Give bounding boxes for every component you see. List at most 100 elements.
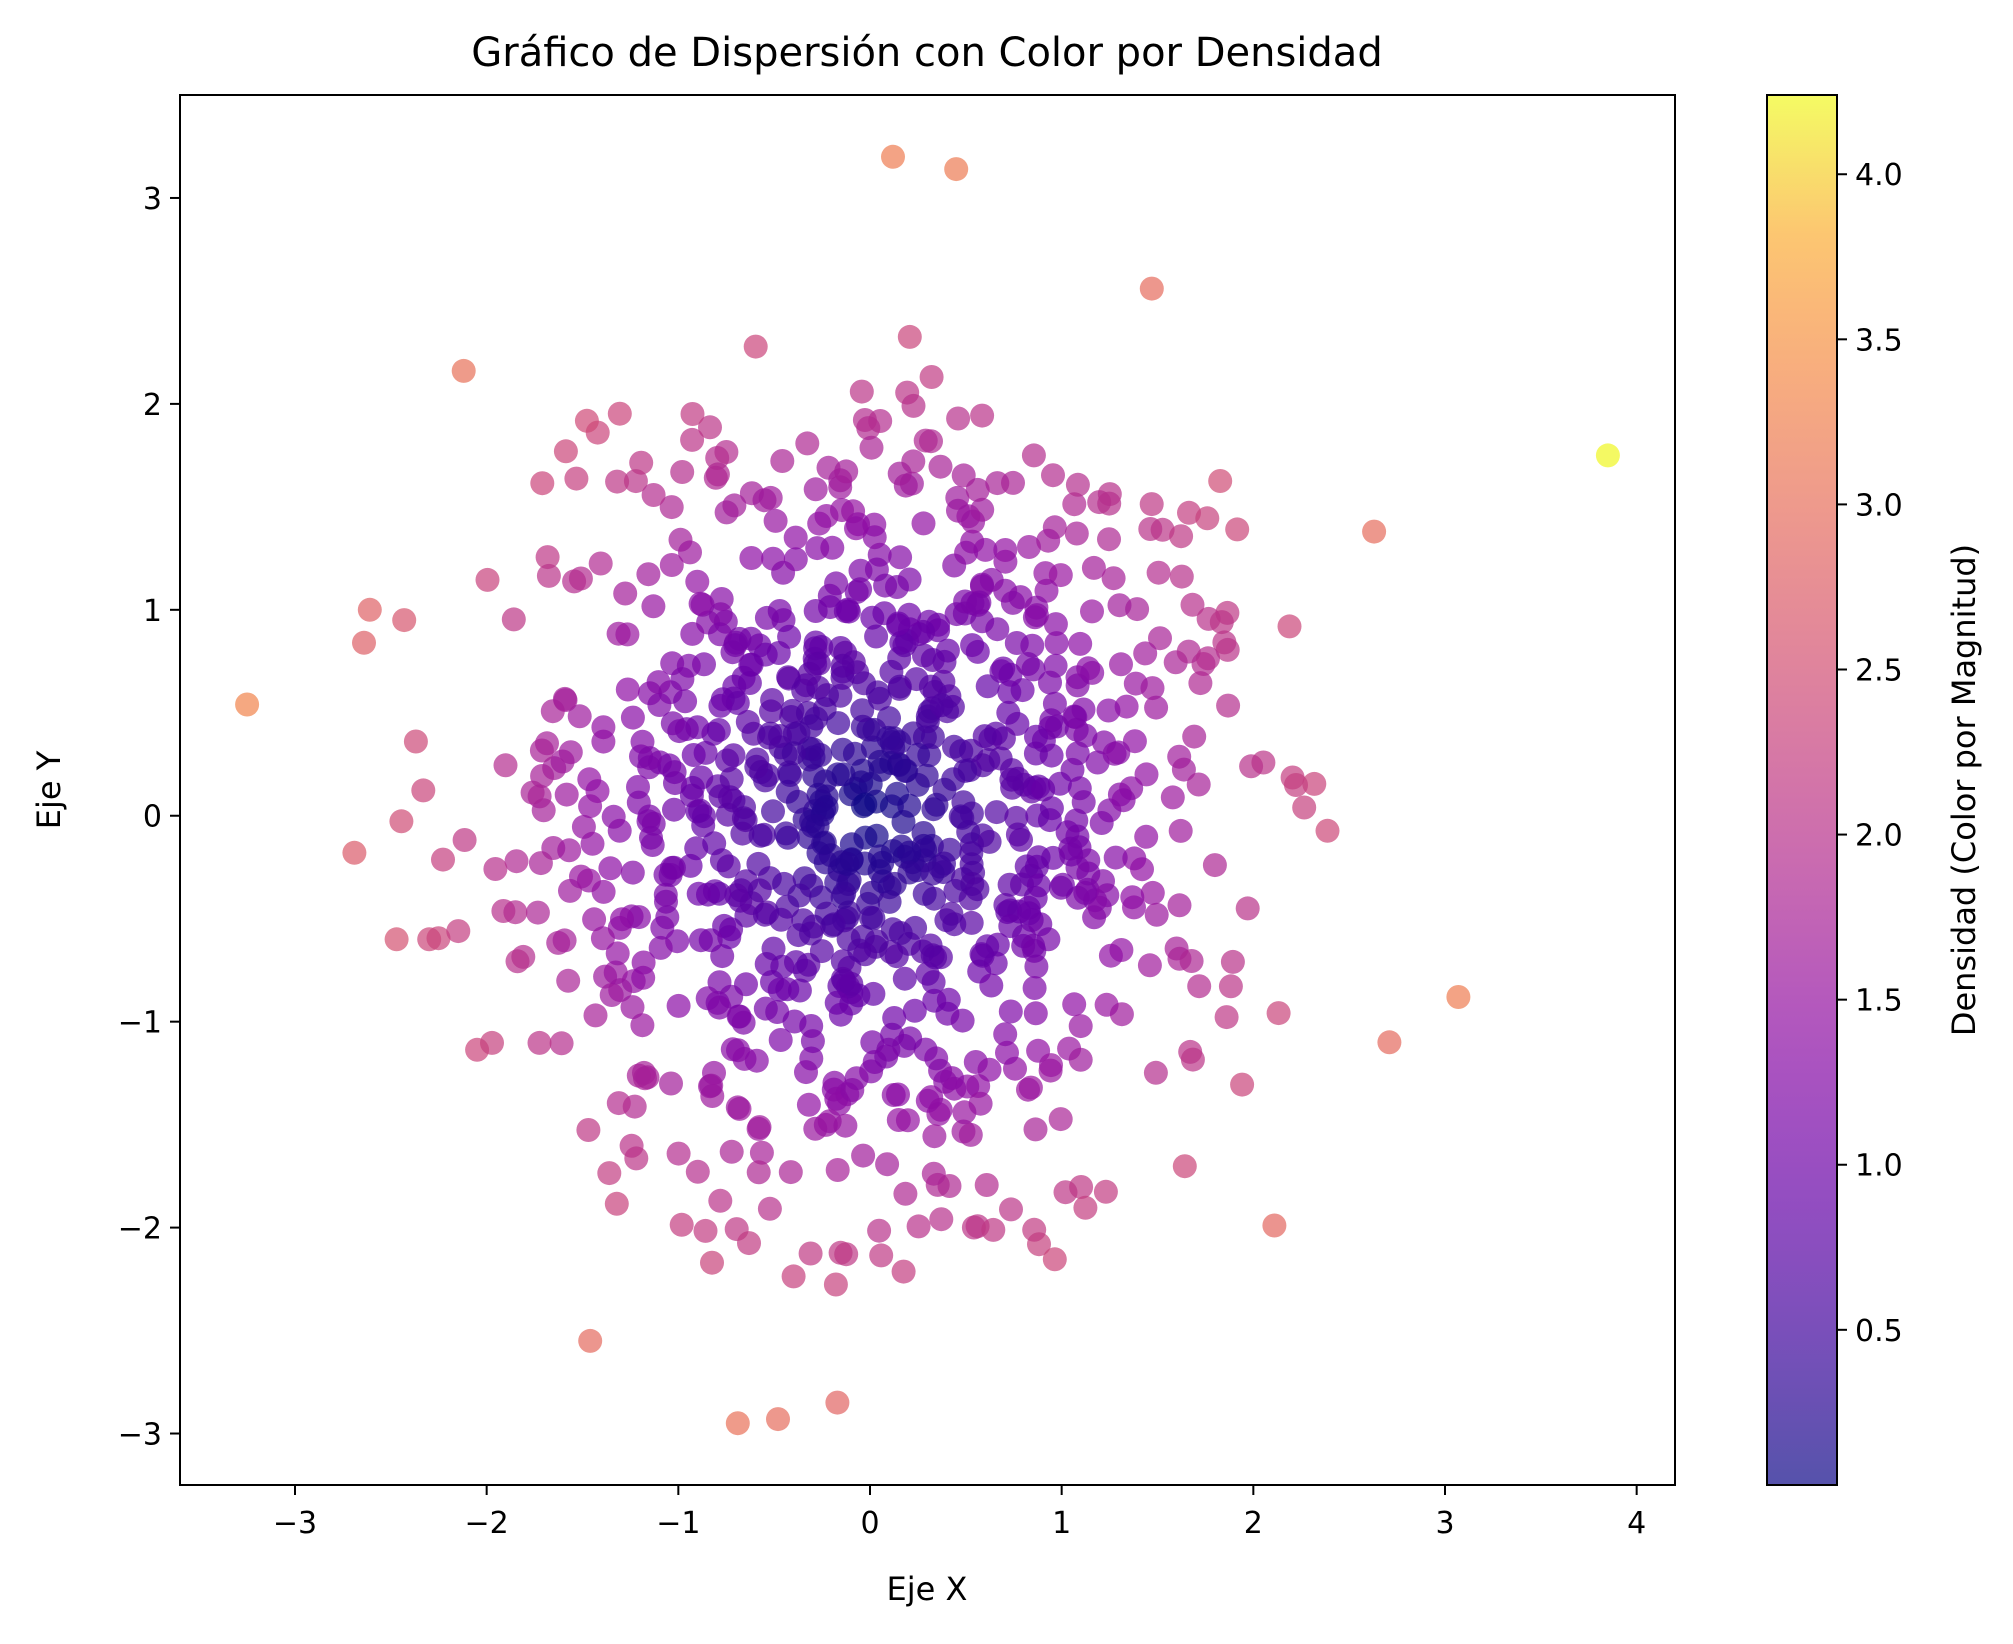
scatter-point	[865, 680, 890, 705]
scatter-point	[889, 630, 914, 655]
scatter-point	[659, 495, 684, 520]
scatter-point	[898, 1026, 923, 1051]
scatter-point	[970, 403, 995, 428]
scatter-point	[1064, 521, 1089, 546]
scatter-point	[1172, 1154, 1197, 1179]
scatter-point	[1187, 974, 1212, 999]
scatter-point	[830, 653, 855, 678]
colorbar-ticks: 0.5 1.0 1.5 2.0 2.5 3.0 3.5 4.0	[1837, 158, 1903, 1349]
scatter-point	[783, 525, 808, 550]
scatter-point	[897, 324, 922, 349]
scatter-point	[881, 144, 905, 169]
scatter-point	[1064, 808, 1089, 833]
scatter-point	[929, 1207, 954, 1232]
scatter-point	[384, 927, 409, 952]
scatter-point	[700, 1250, 724, 1275]
scatter-point	[830, 885, 855, 909]
scatter-point	[1202, 853, 1227, 878]
scatter-point	[731, 665, 756, 690]
scatter-point	[850, 698, 875, 723]
scatter-point	[550, 749, 575, 774]
scatter-point	[1216, 693, 1241, 718]
scatter-point	[870, 850, 895, 875]
x-axis-label: Eje X	[887, 1570, 968, 1608]
scatter-point	[389, 809, 414, 834]
scatter-point	[1230, 1072, 1255, 1097]
scatter-points	[235, 144, 1620, 1436]
scatter-point	[1017, 901, 1042, 926]
scatter-point	[869, 1243, 894, 1268]
scatter-point	[809, 939, 834, 964]
scatter-point	[666, 993, 691, 1018]
scatter-point	[1292, 795, 1317, 820]
scatter-point	[1214, 1005, 1239, 1030]
scatter-point	[1220, 949, 1245, 974]
scatter-point	[646, 670, 671, 695]
scatter-point	[864, 823, 889, 848]
scatter-point	[620, 995, 645, 1020]
scatter-point	[1071, 790, 1096, 815]
chart-title: Gráfico de Dispersión con Color por Dens…	[471, 30, 1382, 76]
scatter-point	[965, 877, 990, 902]
scatter-point	[480, 1030, 504, 1055]
scatter-point	[826, 711, 851, 736]
scatter-point	[1169, 524, 1194, 549]
y-axis-ticks: −3 −2 −1 0 1 2 3	[118, 182, 180, 1453]
scatter-point	[864, 624, 889, 649]
scatter-point	[888, 921, 913, 945]
scatter-point	[536, 563, 561, 588]
scatter-point	[567, 704, 592, 729]
scatter-point	[885, 781, 910, 806]
scatter-point	[679, 783, 704, 808]
scatter-point	[599, 983, 624, 1007]
scatter-point	[1080, 599, 1104, 624]
scatter-point	[1043, 653, 1068, 678]
scatter-point	[1101, 566, 1126, 591]
scatter-point	[757, 1196, 782, 1221]
scatter-point	[658, 863, 683, 887]
x-tick-label: 0	[860, 1506, 879, 1541]
scatter-point	[1167, 893, 1192, 918]
scatter-point	[685, 569, 710, 594]
scatter-point	[680, 427, 705, 452]
scatter-point	[680, 621, 705, 646]
scatter-point	[891, 1259, 916, 1284]
scatter-point	[709, 587, 734, 611]
scatter-point	[813, 769, 838, 794]
scatter-point	[785, 789, 810, 814]
scatter-point	[552, 686, 577, 711]
scatter-point	[605, 941, 630, 966]
scatter-point	[953, 758, 978, 783]
scatter-point	[970, 572, 994, 597]
scatter-point	[564, 466, 589, 491]
scatter-point	[528, 851, 553, 876]
scatter-point	[1315, 818, 1340, 843]
scatter-point	[796, 1092, 821, 1117]
scatter-point	[1114, 694, 1139, 719]
scatter-point	[758, 721, 783, 746]
scatter-point	[715, 802, 740, 827]
scatter-point	[800, 1029, 825, 1054]
scatter-point	[746, 851, 771, 876]
scatter-point	[673, 689, 698, 714]
scatter-point	[1043, 612, 1068, 637]
scatter-point	[525, 900, 550, 925]
scatter-point	[885, 575, 909, 599]
scatter-point	[1137, 953, 1162, 978]
scatter-point	[1025, 803, 1050, 828]
scatter-point	[475, 567, 500, 592]
scatter-point	[1103, 845, 1128, 870]
scatter-point	[999, 767, 1024, 792]
scatter-point	[830, 737, 855, 762]
scatter-point	[1036, 528, 1061, 553]
scatter-point	[752, 488, 777, 513]
scatter-point	[597, 1161, 622, 1186]
scatter-point	[1042, 691, 1067, 716]
scatter-point	[1140, 880, 1165, 905]
scatter-point	[1021, 443, 1046, 468]
scatter-point	[759, 699, 783, 724]
scatter-point	[823, 1272, 848, 1297]
scatter-point	[861, 981, 886, 1006]
scatter-point	[446, 919, 471, 944]
scatter-point	[630, 1013, 655, 1038]
